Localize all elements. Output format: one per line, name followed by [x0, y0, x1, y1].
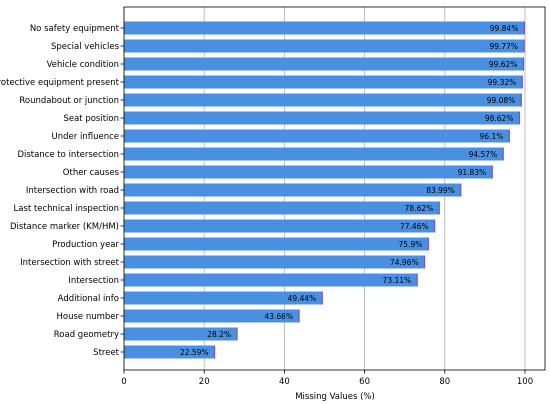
data-label: 83.99% [426, 186, 455, 195]
bar [124, 291, 323, 305]
y-tick-label: Vehicle condition [47, 60, 119, 70]
data-label: 99.32% [488, 78, 517, 87]
bar [124, 165, 493, 179]
bar [124, 147, 504, 161]
y-tick-label: Street [93, 348, 119, 358]
bar [124, 273, 418, 287]
bar [124, 309, 300, 323]
data-label: 43.66% [264, 312, 293, 321]
bar [124, 39, 525, 53]
y-tick-label: No safety equipment [30, 24, 120, 34]
x-tick-label: 60 [359, 377, 370, 387]
axes: 0 20 40 60 80 100 No safety equipment Special v… [0, 6, 546, 387]
data-label: 98.62% [485, 114, 514, 123]
y-tick-label: Roundabout or junction [19, 96, 119, 106]
data-label: 78.62% [405, 204, 434, 213]
data-label: 49.44% [288, 294, 317, 303]
y-tick-label: House number [56, 312, 119, 322]
data-label: 96.1% [480, 132, 504, 141]
bar [124, 219, 435, 233]
y-tick-label: Distance marker (KM/HM) [10, 222, 119, 232]
data-label: 77.46% [400, 222, 429, 231]
y-tick-label: Intersection [68, 276, 119, 286]
x-tick-label: 80 [439, 377, 450, 387]
bar [124, 75, 523, 89]
bar [124, 111, 520, 125]
bar [124, 237, 429, 251]
y-tick-label: Production year [52, 240, 119, 250]
data-label: 94.57% [469, 150, 498, 159]
y-tick-label: Road geometry [54, 330, 119, 340]
data-label: 22.59% [180, 348, 209, 357]
data-label: 99.08% [487, 96, 516, 105]
y-tick-label: Special vehicles [51, 42, 120, 52]
data-label: 75.9% [399, 240, 423, 249]
y-tick-label: Seat position [63, 114, 119, 124]
x-axis-title: Missing Values (%) [295, 392, 375, 402]
x-tick-label: 100 [517, 377, 533, 387]
y-tick-label: Intersection with street [20, 258, 120, 268]
bar [124, 57, 524, 71]
bar [124, 201, 440, 215]
y-tick-label: Distance to intersection [17, 150, 119, 160]
x-tick-label: 40 [279, 377, 290, 387]
y-tick-label: Last technical inspection [14, 204, 119, 214]
x-tick-label: 20 [199, 377, 210, 387]
bar [124, 345, 215, 359]
x-tick-label: 0 [121, 377, 126, 387]
y-tick-label: Under influence [52, 132, 119, 142]
bar [124, 21, 525, 35]
bar [124, 327, 238, 341]
y-tick-label: Other causes [63, 168, 120, 178]
data-label: 91.83% [458, 168, 487, 177]
data-label: 74.96% [390, 258, 419, 267]
bar [124, 129, 510, 143]
plot-frame [123, 6, 546, 371]
data-label: 73.11% [383, 276, 412, 285]
bar [124, 183, 461, 197]
bar [124, 93, 522, 107]
y-tick-label: Protective equipment present [0, 78, 120, 88]
data-label: 28.2% [207, 330, 231, 339]
y-tick-label: Additional info [58, 294, 119, 304]
data-label: 99.62% [489, 60, 518, 69]
data-label: 99.84% [490, 24, 519, 33]
data-label: 99.77% [489, 42, 518, 51]
bars: 99.84% 99.77% 99.62% 99.32% 99.08% 98.62% 96.1… [124, 21, 525, 359]
bar [124, 255, 425, 269]
y-tick-label: Intersection with road [26, 186, 119, 196]
